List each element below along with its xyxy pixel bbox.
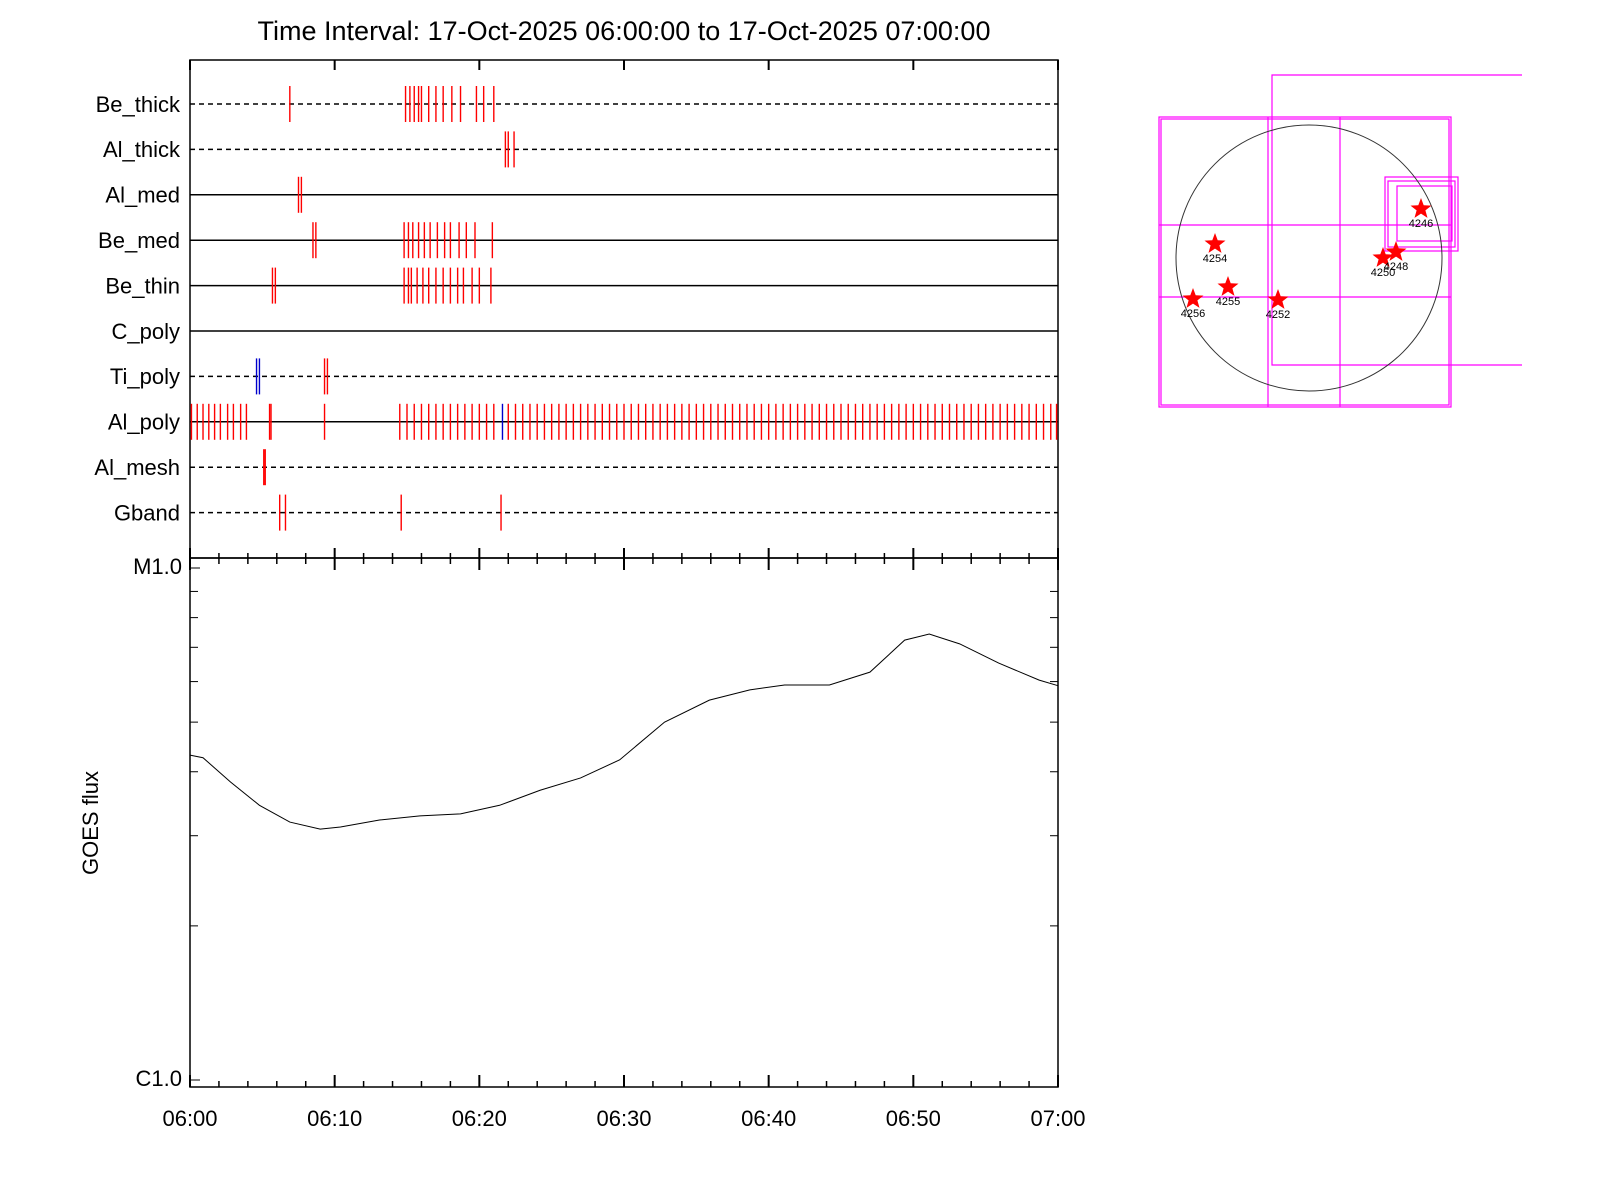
- x-tick-label: 06:00: [162, 1106, 217, 1131]
- chart-title: Time Interval: 17-Oct-2025 06:00:00 to 1…: [258, 16, 991, 46]
- fov-box: [1396, 185, 1453, 242]
- fov-box: [1387, 180, 1456, 248]
- x-tick-label: 06:50: [886, 1106, 941, 1131]
- region-label: 4246: [1409, 218, 1433, 230]
- row-label: Al_poly: [108, 410, 180, 435]
- row-label: Ti_poly: [110, 364, 180, 389]
- y-axis-label: GOES flux: [78, 771, 103, 875]
- fov-box: [1158, 116, 1452, 408]
- row-label: Al_thick: [103, 137, 181, 162]
- region-star: [1267, 289, 1289, 309]
- row-label: Be_thin: [105, 273, 180, 298]
- region-label: 4252: [1266, 309, 1290, 321]
- panel-frame: [189, 557, 1059, 1088]
- region-label: 4248: [1384, 261, 1408, 273]
- region-star: [1182, 288, 1204, 308]
- region-label: 4254: [1203, 253, 1227, 265]
- x-tick-label: 06:30: [596, 1106, 651, 1131]
- row-label: Al_med: [105, 183, 180, 208]
- row-label: Be_med: [98, 228, 180, 253]
- y-tick-label: C1.0: [136, 1066, 182, 1091]
- region-star: [1372, 247, 1394, 267]
- region-label: 4255: [1216, 296, 1240, 308]
- region-label: 4256: [1181, 308, 1205, 320]
- row-label: Be_thick: [96, 92, 181, 117]
- row-label: C_poly: [112, 319, 180, 344]
- x-tick-label: 06:40: [741, 1106, 796, 1131]
- x-tick-label: 06:10: [307, 1106, 362, 1131]
- fov-box: [1384, 176, 1459, 252]
- flux-line: [189, 633, 1059, 830]
- region-star: [1217, 276, 1239, 296]
- region-star: [1410, 198, 1432, 218]
- fov-box: [1160, 118, 1450, 406]
- x-tick-label: 06:20: [452, 1106, 507, 1131]
- region-star: [1385, 241, 1407, 261]
- region-star: [1204, 233, 1226, 253]
- row-label: Al_mesh: [94, 455, 180, 480]
- region-label: 4250: [1371, 267, 1395, 279]
- fov-box: [1271, 74, 1522, 366]
- x-tick-label: 07:00: [1030, 1106, 1085, 1131]
- panel-frame: [189, 59, 1059, 559]
- y-tick-label: M1.0: [133, 554, 182, 579]
- row-label: Gband: [114, 500, 180, 525]
- solar-disk: [1175, 124, 1443, 392]
- sun-map: [1158, 74, 1522, 408]
